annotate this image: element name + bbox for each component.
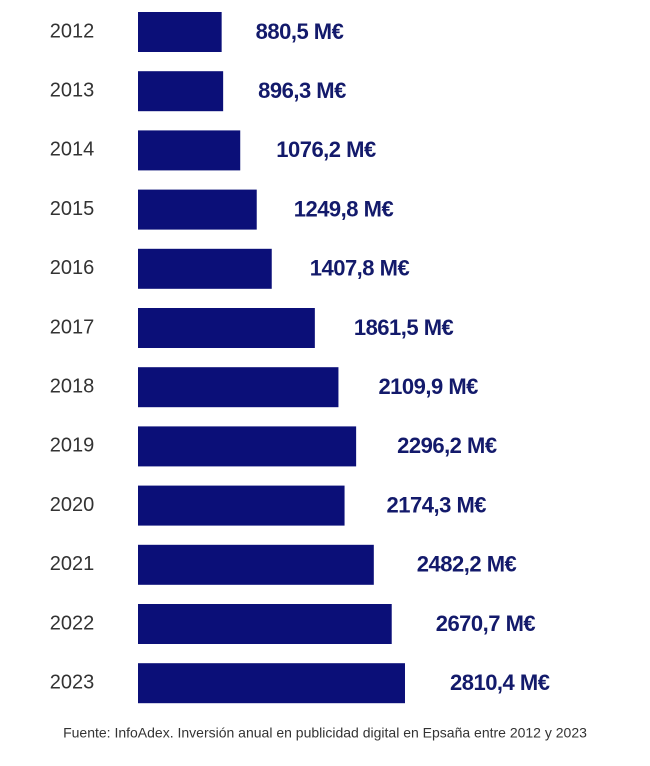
bar [138,12,222,52]
value-label: 2482,2 M€ [417,552,517,577]
value-label: 2670,7 M€ [436,611,536,636]
value-label: 896,3 M€ [258,78,346,103]
bar [138,426,357,467]
bar [138,248,272,289]
bar [138,663,405,704]
y-tick-label: 2012 [50,20,95,42]
y-tick-label: 2021 [50,553,95,575]
value-label: 2296,2 M€ [397,433,497,458]
y-tick-label: 2017 [50,316,95,338]
bar [138,71,224,112]
value-label: 1861,5 M€ [354,315,454,340]
y-tick-label: 2020 [50,494,95,516]
y-tick-label: 2014 [50,139,95,161]
value-label: 2174,3 M€ [387,492,487,517]
y-tick-label: 2023 [50,671,95,693]
bar [138,308,315,348]
y-tick-label: 2013 [50,79,95,101]
y-tick-label: 2022 [50,612,95,634]
value-label: 880,5 M€ [256,19,344,44]
bar [138,130,241,171]
bar [138,189,257,230]
y-tick-label: 2018 [50,375,95,397]
bar [138,604,392,644]
y-tick-label: 2016 [50,257,95,279]
bar [138,544,374,585]
value-label: 1407,8 M€ [310,256,410,281]
value-label: 1076,2 M€ [276,137,376,162]
y-tick-label: 2015 [50,198,95,220]
value-label: 1249,8 M€ [294,196,394,221]
source-note: Fuente: InfoAdex. Inversión anual en pub… [63,725,587,741]
y-tick-label: 2019 [50,435,95,457]
bar [138,485,345,526]
value-label: 2109,9 M€ [378,374,478,399]
bar [138,367,339,408]
value-label: 2810,4 M€ [450,670,550,695]
